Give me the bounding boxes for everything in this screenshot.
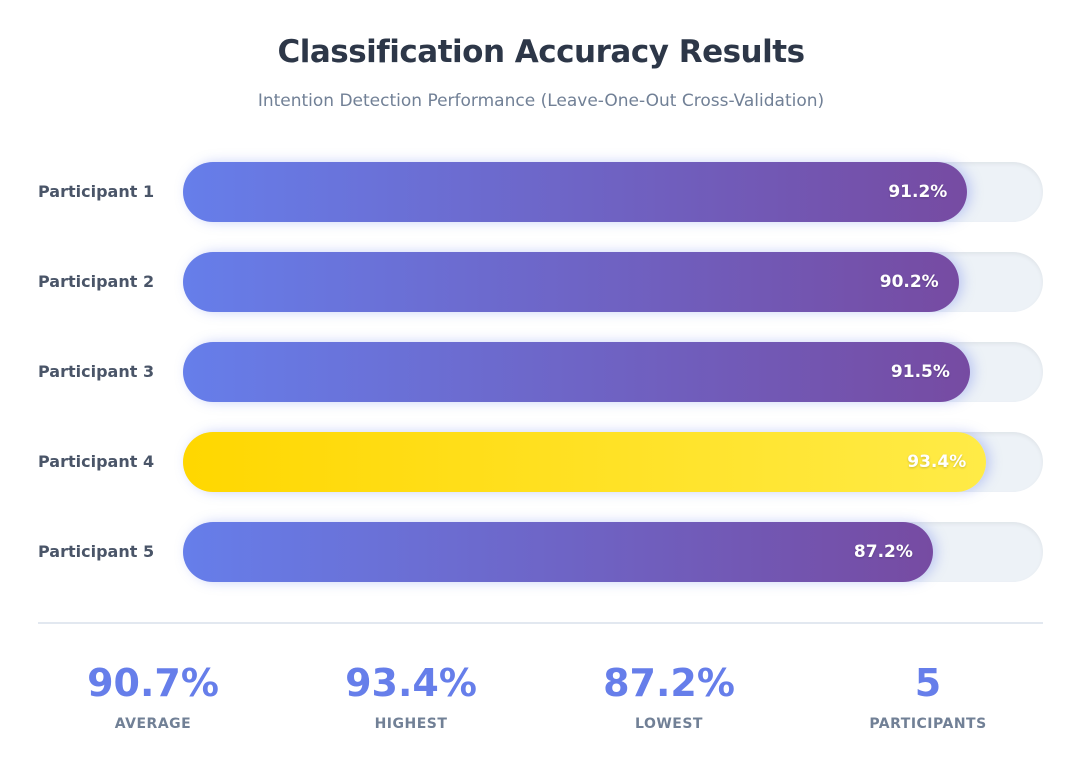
stat-participants: 5 PARTICIPANTS bbox=[808, 660, 1048, 732]
bar-track: 93.4% bbox=[183, 432, 1043, 492]
bar-category-label: Participant 5 bbox=[38, 542, 155, 561]
bar-row: Participant 4 93.4% bbox=[38, 432, 1043, 492]
chart-subtitle: Intention Detection Performance (Leave-O… bbox=[257, 91, 825, 111]
stat-lowest: 87.2% LOWEST bbox=[549, 660, 789, 732]
stat-value: 87.2% bbox=[603, 661, 735, 705]
stat-average: 90.7% AVERAGE bbox=[33, 660, 273, 732]
bar-row: Participant 3 91.5% bbox=[38, 342, 1043, 402]
stat-label: AVERAGE bbox=[114, 716, 192, 732]
stat-value: 5 bbox=[914, 661, 942, 705]
stat-value: 90.7% bbox=[87, 661, 219, 705]
bar-track: 87.2% bbox=[183, 522, 1043, 582]
bar-row: Participant 2 90.2% bbox=[38, 252, 1043, 312]
bar: 91.5% bbox=[183, 342, 970, 402]
bar-category-label: Participant 2 bbox=[38, 272, 155, 291]
bar-category-label: Participant 4 bbox=[38, 452, 155, 471]
stat-value: 93.4% bbox=[345, 661, 477, 705]
bar-value-label: 91.5% bbox=[890, 362, 950, 382]
bar-value-label: 90.2% bbox=[879, 272, 939, 292]
bar-category-label: Participant 3 bbox=[38, 362, 155, 381]
bar-value-label: 91.2% bbox=[888, 182, 948, 202]
stat-label: PARTICIPANTS bbox=[869, 716, 987, 732]
bar-row: Participant 1 91.2% bbox=[38, 162, 1043, 222]
chart-title: Classification Accuracy Results bbox=[277, 34, 805, 70]
bar: 90.2% bbox=[183, 252, 959, 312]
stat-label: LOWEST bbox=[635, 716, 703, 732]
bar-row: Participant 5 87.2% bbox=[38, 522, 1043, 582]
bar-value-label: 87.2% bbox=[853, 542, 913, 562]
stat-label: HIGHEST bbox=[374, 716, 448, 732]
bar-track: 90.2% bbox=[183, 252, 1043, 312]
bar-track: 91.5% bbox=[183, 342, 1043, 402]
divider bbox=[38, 622, 1043, 624]
bar: 87.2% bbox=[183, 522, 933, 582]
bar: 93.4% bbox=[183, 432, 987, 492]
bar-track: 91.2% bbox=[183, 162, 1043, 222]
stat-highest: 93.4% HIGHEST bbox=[291, 660, 531, 732]
bar-category-label: Participant 1 bbox=[38, 182, 155, 201]
bar-value-label: 93.4% bbox=[907, 452, 967, 472]
bar: 91.2% bbox=[183, 162, 968, 222]
